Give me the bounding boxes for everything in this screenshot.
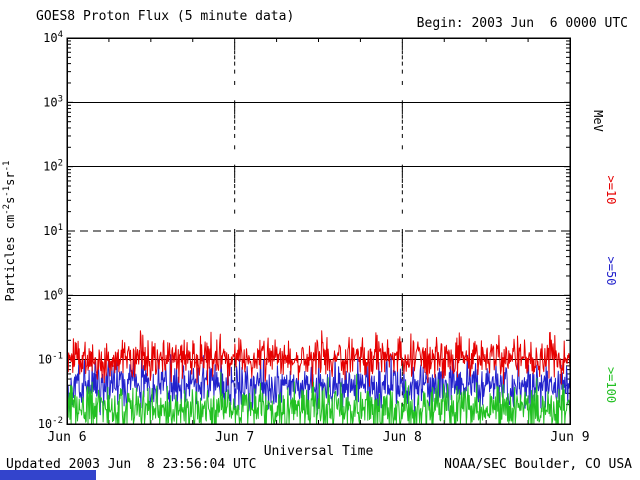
day-tick-columns [234, 38, 403, 407]
y-gridlines [67, 101, 570, 361]
credit-text: NOAA/SEC Boulder, CO USA [444, 457, 632, 472]
right-label-MeV: MeV [591, 110, 605, 132]
series-line-0 [66, 330, 571, 387]
svg-text:Jun 8: Jun 8 [383, 430, 422, 445]
svg-text:Jun 7: Jun 7 [215, 430, 254, 445]
x-tick-labels: Jun 6 Jun 7 Jun 8 Jun 9 [47, 430, 589, 445]
svg-text:104: 104 [43, 30, 63, 45]
svg-text:100: 100 [43, 287, 63, 302]
svg-text:10-2: 10-2 [38, 416, 63, 431]
plot-border [66, 37, 571, 425]
right-label-50: >=50 [604, 257, 618, 286]
right-label-100: >=100 [604, 367, 618, 403]
svg-text:101: 101 [43, 223, 63, 238]
series-lines [66, 330, 571, 425]
y-axis-label: Particles cm-2s-1sr-1 [2, 161, 17, 302]
updated-timestamp: Updated 2003 Jun 8 23:56:04 UTC [6, 457, 257, 472]
right-label-10: >=10 [604, 176, 618, 205]
svg-text:10-1: 10-1 [38, 352, 63, 367]
series-line-2 [66, 372, 571, 425]
bottom-left-blue-bar [0, 470, 96, 480]
begin-timestamp: Begin: 2003 Jun 6 0000 UTC [416, 16, 628, 31]
svg-text:102: 102 [43, 159, 63, 174]
svg-text:Jun 6: Jun 6 [47, 430, 86, 445]
svg-text:103: 103 [43, 94, 63, 109]
chart-title: GOES8 Proton Flux (5 minute data) [36, 9, 295, 24]
x-axis-label: Universal Time [264, 444, 374, 459]
svg-text:Jun 9: Jun 9 [550, 430, 589, 445]
y-tick-labels: 10-2 10-1 100 101 102 103 104 [38, 30, 63, 431]
